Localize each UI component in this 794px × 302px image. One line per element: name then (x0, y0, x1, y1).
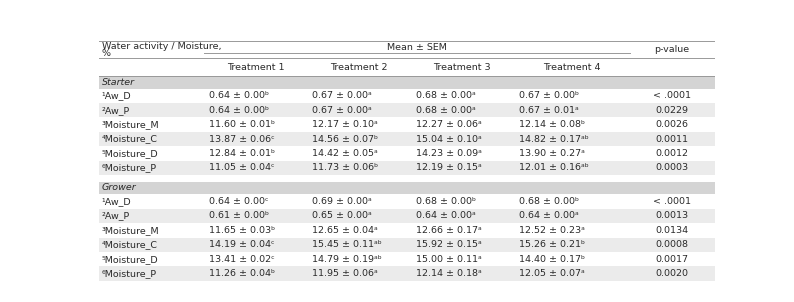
Text: ⁵Moisture_D: ⁵Moisture_D (102, 255, 158, 264)
Text: 13.87 ± 0.06ᶜ: 13.87 ± 0.06ᶜ (209, 134, 275, 143)
Text: 0.69 ± 0.00ᵃ: 0.69 ± 0.00ᵃ (312, 197, 372, 206)
Text: 0.64 ± 0.00ᵇ: 0.64 ± 0.00ᵇ (209, 91, 269, 100)
Text: 12.17 ± 0.10ᵃ: 12.17 ± 0.10ᵃ (312, 120, 378, 129)
Text: Treatment 2: Treatment 2 (330, 63, 387, 72)
Text: ¹Aw_D: ¹Aw_D (102, 197, 131, 206)
Text: 11.95 ± 0.06ᵃ: 11.95 ± 0.06ᵃ (312, 269, 378, 278)
Text: ³Moisture_M: ³Moisture_M (102, 120, 160, 129)
Text: 15.45 ± 0.11ᵃᵇ: 15.45 ± 0.11ᵃᵇ (312, 240, 382, 249)
Text: 0.68 ± 0.00ᵃ: 0.68 ± 0.00ᵃ (415, 106, 476, 115)
Text: 13.41 ± 0.02ᶜ: 13.41 ± 0.02ᶜ (209, 255, 275, 264)
Text: 14.56 ± 0.07ᵇ: 14.56 ± 0.07ᵇ (312, 134, 378, 143)
Text: < .0001: < .0001 (653, 197, 691, 206)
Text: 14.40 ± 0.17ᵇ: 14.40 ± 0.17ᵇ (519, 255, 585, 264)
Text: 12.05 ± 0.07ᵃ: 12.05 ± 0.07ᵃ (519, 269, 584, 278)
Text: Treatment 1: Treatment 1 (227, 63, 284, 72)
Text: ⁶Moisture_P: ⁶Moisture_P (102, 163, 157, 172)
Text: 15.04 ± 0.10ᵃ: 15.04 ± 0.10ᵃ (415, 134, 481, 143)
Text: 0.68 ± 0.00ᵇ: 0.68 ± 0.00ᵇ (415, 197, 476, 206)
Bar (99, 88, 715, 103)
Text: ²Aw_P: ²Aw_P (102, 211, 130, 220)
Text: 0.64 ± 0.00ᶜ: 0.64 ± 0.00ᶜ (209, 197, 268, 206)
Text: %: % (102, 49, 110, 58)
Text: 14.42 ± 0.05ᵃ: 14.42 ± 0.05ᵃ (312, 149, 378, 158)
Text: 0.67 ± 0.00ᵃ: 0.67 ± 0.00ᵃ (312, 91, 372, 100)
Text: 12.65 ± 0.04ᵃ: 12.65 ± 0.04ᵃ (312, 226, 378, 235)
Text: 0.64 ± 0.00ᵇ: 0.64 ± 0.00ᵇ (209, 106, 269, 115)
Bar (99, 175, 715, 182)
Bar (99, 117, 715, 132)
Text: 14.82 ± 0.17ᵃᵇ: 14.82 ± 0.17ᵃᵇ (519, 134, 588, 143)
Text: ¹Aw_D: ¹Aw_D (102, 91, 131, 100)
Text: 12.01 ± 0.16ᵃᵇ: 12.01 ± 0.16ᵃᵇ (519, 163, 588, 172)
Bar (99, 76, 715, 88)
Text: 0.0008: 0.0008 (656, 240, 688, 249)
Text: 0.0012: 0.0012 (656, 149, 688, 158)
Bar (99, 252, 715, 266)
Bar (99, 146, 715, 161)
Text: ²Aw_P: ²Aw_P (102, 106, 130, 115)
Bar (99, 58, 715, 76)
Text: 11.05 ± 0.04ᶜ: 11.05 ± 0.04ᶜ (209, 163, 275, 172)
Bar (99, 238, 715, 252)
Text: 11.73 ± 0.06ᵇ: 11.73 ± 0.06ᵇ (312, 163, 378, 172)
Text: Treatment 4: Treatment 4 (543, 63, 600, 72)
Text: 12.27 ± 0.06ᵃ: 12.27 ± 0.06ᵃ (415, 120, 481, 129)
Bar (99, 194, 715, 209)
Text: 12.84 ± 0.01ᵇ: 12.84 ± 0.01ᵇ (209, 149, 275, 158)
Text: 0.61 ± 0.00ᵇ: 0.61 ± 0.00ᵇ (209, 211, 269, 220)
Text: 0.67 ± 0.01ᵃ: 0.67 ± 0.01ᵃ (519, 106, 579, 115)
Text: 0.0229: 0.0229 (656, 106, 688, 115)
Bar (99, 41, 715, 58)
Bar (99, 161, 715, 175)
Text: 12.14 ± 0.08ᵇ: 12.14 ± 0.08ᵇ (519, 120, 585, 129)
Text: 0.64 ± 0.00ᵃ: 0.64 ± 0.00ᵃ (415, 211, 476, 220)
Bar (99, 223, 715, 238)
Text: 0.0011: 0.0011 (656, 134, 688, 143)
Text: 12.52 ± 0.23ᵃ: 12.52 ± 0.23ᵃ (519, 226, 585, 235)
Text: 0.67 ± 0.00ᵇ: 0.67 ± 0.00ᵇ (519, 91, 579, 100)
Text: 0.65 ± 0.00ᵃ: 0.65 ± 0.00ᵃ (312, 211, 372, 220)
Text: 12.14 ± 0.18ᵃ: 12.14 ± 0.18ᵃ (415, 269, 481, 278)
Text: 15.00 ± 0.11ᵃ: 15.00 ± 0.11ᵃ (415, 255, 481, 264)
Text: 0.0134: 0.0134 (656, 226, 688, 235)
Text: 11.65 ± 0.03ᵇ: 11.65 ± 0.03ᵇ (209, 226, 275, 235)
Text: 11.26 ± 0.04ᵇ: 11.26 ± 0.04ᵇ (209, 269, 275, 278)
Text: 0.0017: 0.0017 (656, 255, 688, 264)
Text: 15.26 ± 0.21ᵇ: 15.26 ± 0.21ᵇ (519, 240, 585, 249)
Text: ³Moisture_M: ³Moisture_M (102, 226, 160, 235)
Text: 0.68 ± 0.00ᵃ: 0.68 ± 0.00ᵃ (415, 91, 476, 100)
Text: 0.68 ± 0.00ᵇ: 0.68 ± 0.00ᵇ (519, 197, 579, 206)
Bar (99, 103, 715, 117)
Text: 11.60 ± 0.01ᵇ: 11.60 ± 0.01ᵇ (209, 120, 275, 129)
Text: < .0001: < .0001 (653, 91, 691, 100)
Text: Water activity / Moisture,: Water activity / Moisture, (102, 43, 222, 52)
Text: 14.23 ± 0.09ᵃ: 14.23 ± 0.09ᵃ (415, 149, 481, 158)
Text: Starter: Starter (102, 78, 135, 87)
Text: 0.67 ± 0.00ᵃ: 0.67 ± 0.00ᵃ (312, 106, 372, 115)
Text: 15.92 ± 0.15ᵃ: 15.92 ± 0.15ᵃ (415, 240, 481, 249)
Text: 12.66 ± 0.17ᵃ: 12.66 ± 0.17ᵃ (415, 226, 481, 235)
Text: ⁶Moisture_P: ⁶Moisture_P (102, 269, 157, 278)
Text: Treatment 3: Treatment 3 (434, 63, 491, 72)
Text: ⁴Moisture_C: ⁴Moisture_C (102, 134, 158, 143)
Text: ⁵Moisture_D: ⁵Moisture_D (102, 149, 158, 158)
Text: ⁴Moisture_C: ⁴Moisture_C (102, 240, 158, 249)
Text: 14.79 ± 0.19ᵃᵇ: 14.79 ± 0.19ᵃᵇ (312, 255, 382, 264)
Text: 0.64 ± 0.00ᵃ: 0.64 ± 0.00ᵃ (519, 211, 579, 220)
Text: 0.0003: 0.0003 (656, 163, 688, 172)
Bar (99, 209, 715, 223)
Bar (99, 132, 715, 146)
Bar (99, 266, 715, 281)
Text: Grower: Grower (102, 184, 137, 192)
Text: 0.0026: 0.0026 (656, 120, 688, 129)
Text: 14.19 ± 0.04ᶜ: 14.19 ± 0.04ᶜ (209, 240, 275, 249)
Text: Mean ± SEM: Mean ± SEM (387, 43, 447, 52)
Text: 0.0020: 0.0020 (656, 269, 688, 278)
Text: 0.0013: 0.0013 (656, 211, 688, 220)
Text: 13.90 ± 0.27ᵃ: 13.90 ± 0.27ᵃ (519, 149, 585, 158)
Bar (99, 182, 715, 194)
Text: p-value: p-value (654, 45, 690, 54)
Text: 12.19 ± 0.15ᵃ: 12.19 ± 0.15ᵃ (415, 163, 481, 172)
